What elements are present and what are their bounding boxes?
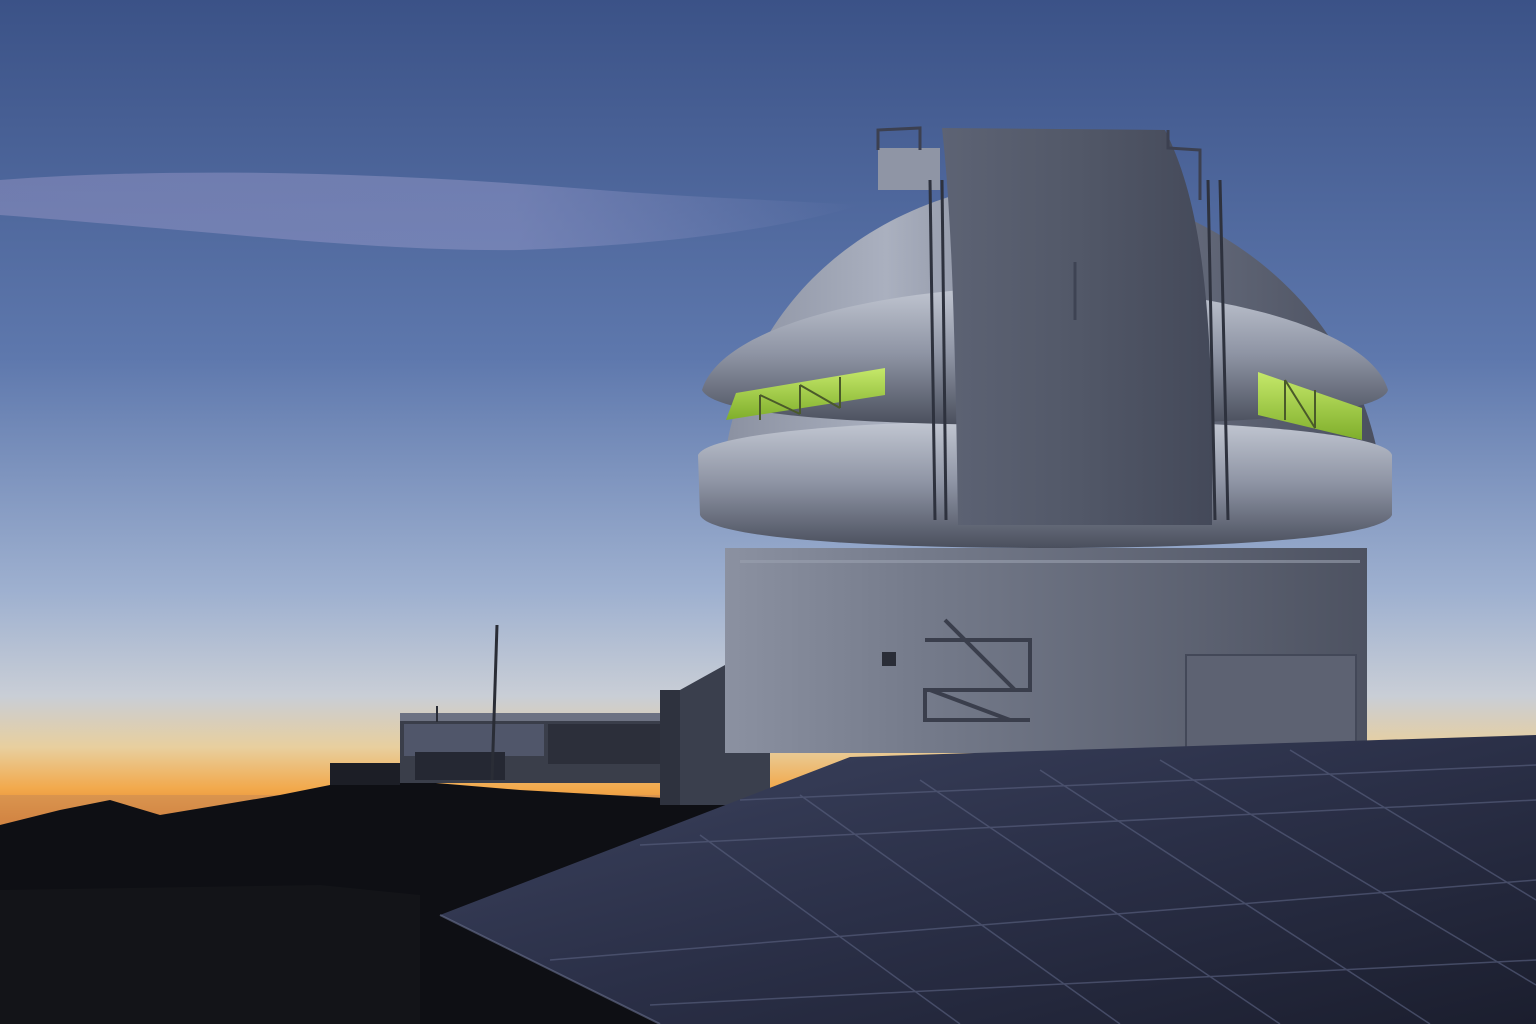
exterior-stairs [923,618,1032,722]
wispy-cloud [0,172,860,251]
lit-window-left [726,368,885,420]
dome-shutter [942,128,1213,525]
solar-panel-array [439,735,1536,1024]
telescope-dome [698,126,1392,754]
antenna-mast [490,624,499,781]
